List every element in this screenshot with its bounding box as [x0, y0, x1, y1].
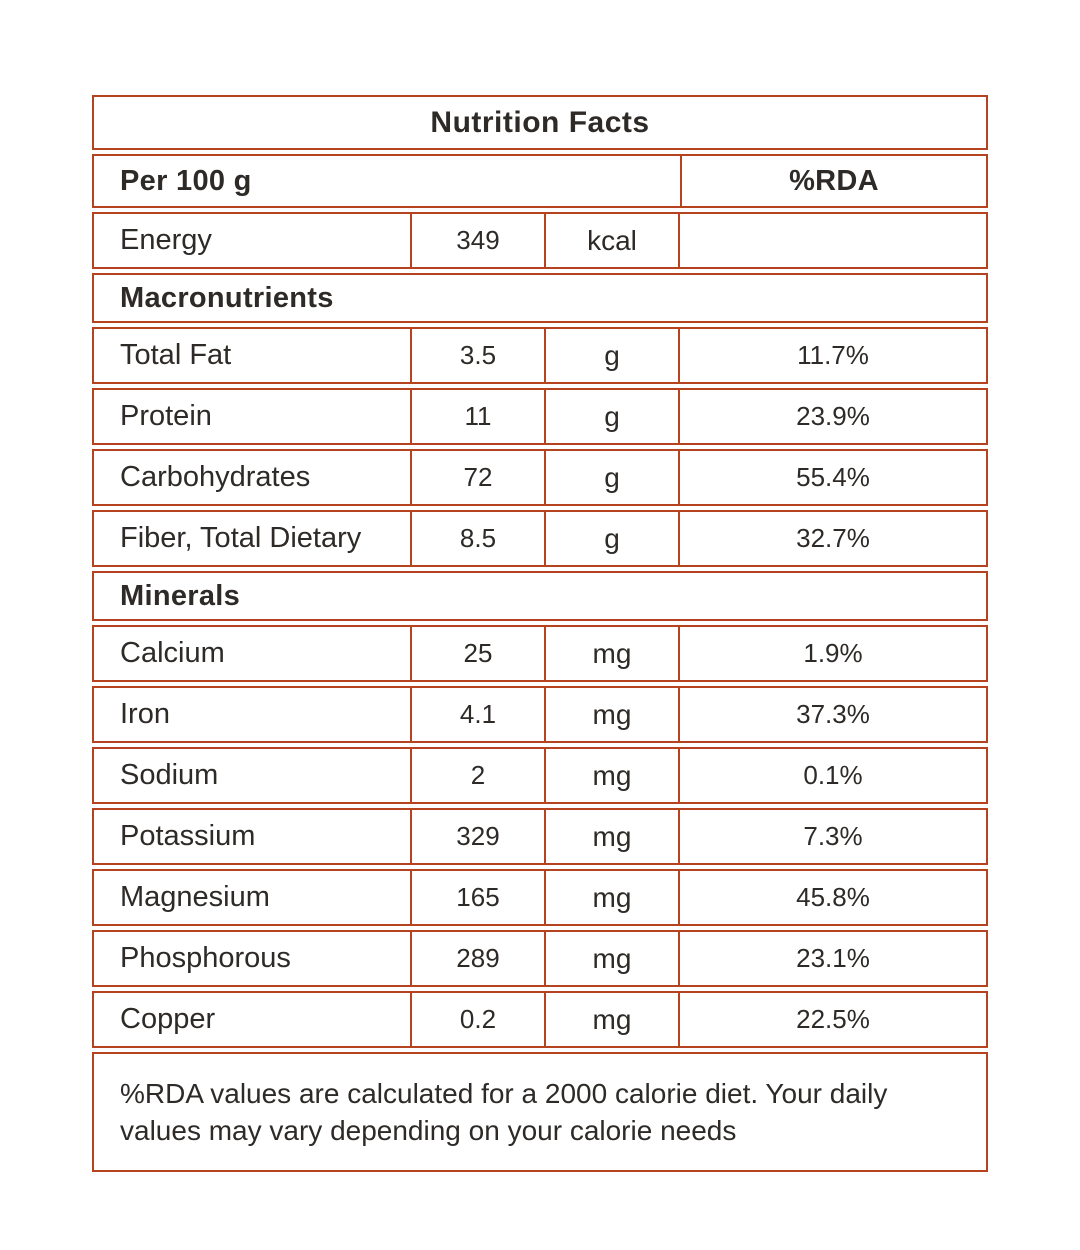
nutrient-rda: 32.7% — [678, 512, 986, 565]
nutrient-value: 289 — [410, 932, 544, 985]
nutrient-rda: 11.7% — [678, 329, 986, 382]
serving-header: Per 100 g — [120, 164, 252, 197]
table-row-copper: Copper 0.2 mg 22.5% — [92, 991, 988, 1048]
nutrient-unit: g — [544, 512, 678, 565]
title-cell: Nutrition Facts — [94, 97, 986, 148]
nutrient-value: 349 — [410, 214, 544, 267]
nutrient-unit: mg — [544, 932, 678, 985]
nutrient-value: 329 — [410, 810, 544, 863]
section-title: Minerals — [120, 579, 241, 612]
nutrient-label: Potassium — [120, 820, 256, 852]
table-row-fiber: Fiber, Total Dietary 8.5 g 32.7% — [92, 510, 988, 567]
nutrient-unit: mg — [544, 627, 678, 680]
nutrient-label: Fiber, Total Dietary — [120, 522, 362, 554]
nutrient-label: Sodium — [120, 759, 219, 791]
nutrient-unit: mg — [544, 810, 678, 863]
section-title: Macronutrients — [120, 281, 334, 314]
nutrient-unit: g — [544, 451, 678, 504]
nutrient-value: 11 — [410, 390, 544, 443]
nutrient-rda: 22.5% — [678, 993, 986, 1046]
table-row-potassium: Potassium 329 mg 7.3% — [92, 808, 988, 865]
nutrient-label: Carbohydrates — [120, 461, 311, 493]
nutrient-unit: mg — [544, 871, 678, 924]
footnote-row: %RDA values are calculated for a 2000 ca… — [92, 1052, 988, 1172]
section-header-macronutrients: Macronutrients — [92, 273, 988, 323]
table-row-energy: Energy 349 kcal — [92, 212, 988, 269]
nutrient-rda: 45.8% — [678, 871, 986, 924]
nutrient-label: Iron — [120, 698, 170, 730]
nutrient-value: 165 — [410, 871, 544, 924]
nutrient-rda — [678, 214, 986, 267]
nutrient-label: Total Fat — [120, 339, 232, 371]
nutrient-label: Copper — [120, 1003, 216, 1035]
section-header-minerals: Minerals — [92, 571, 988, 621]
nutrient-rda: 23.9% — [678, 390, 986, 443]
table-row-calcium: Calcium 25 mg 1.9% — [92, 625, 988, 682]
nutrient-value: 3.5 — [410, 329, 544, 382]
nutrient-value: 72 — [410, 451, 544, 504]
nutrient-unit: mg — [544, 749, 678, 802]
nutrient-value: 8.5 — [410, 512, 544, 565]
nutrient-unit: g — [544, 390, 678, 443]
table-row-total-fat: Total Fat 3.5 g 11.7% — [92, 327, 988, 384]
nutrient-unit: g — [544, 329, 678, 382]
table-row-sodium: Sodium 2 mg 0.1% — [92, 747, 988, 804]
footnote-text: %RDA values are calculated for a 2000 ca… — [120, 1078, 888, 1146]
nutrient-value: 4.1 — [410, 688, 544, 741]
table-row-protein: Protein 11 g 23.9% — [92, 388, 988, 445]
nutrient-label: Magnesium — [120, 881, 270, 913]
nutrient-rda: 1.9% — [678, 627, 986, 680]
column-header-row: Per 100 g %RDA — [92, 154, 988, 208]
nutrient-rda: 37.3% — [678, 688, 986, 741]
nutrient-label: Calcium — [120, 637, 225, 669]
page-title: Nutrition Facts — [430, 105, 650, 139]
nutrient-unit: mg — [544, 993, 678, 1046]
title-row: Nutrition Facts — [92, 95, 988, 150]
nutrient-rda: 55.4% — [678, 451, 986, 504]
table-row-magnesium: Magnesium 165 mg 45.8% — [92, 869, 988, 926]
nutrient-unit: kcal — [544, 214, 678, 267]
nutrition-facts-label: Nutrition Facts Per 100 g %RDA Energy 34… — [92, 95, 988, 1172]
nutrient-rda: 7.3% — [678, 810, 986, 863]
table-row-iron: Iron 4.1 mg 37.3% — [92, 686, 988, 743]
nutrient-label: Energy — [120, 224, 212, 256]
nutrient-value: 25 — [410, 627, 544, 680]
table-row-carbohydrates: Carbohydrates 72 g 55.4% — [92, 449, 988, 506]
rda-header: %RDA — [680, 156, 986, 206]
nutrient-unit: mg — [544, 688, 678, 741]
nutrient-label: Phosphorous — [120, 942, 291, 974]
table-row-phosphorous: Phosphorous 289 mg 23.1% — [92, 930, 988, 987]
nutrient-rda: 23.1% — [678, 932, 986, 985]
nutrient-rda: 0.1% — [678, 749, 986, 802]
nutrient-value: 0.2 — [410, 993, 544, 1046]
nutrient-value: 2 — [410, 749, 544, 802]
nutrient-label: Protein — [120, 400, 212, 432]
